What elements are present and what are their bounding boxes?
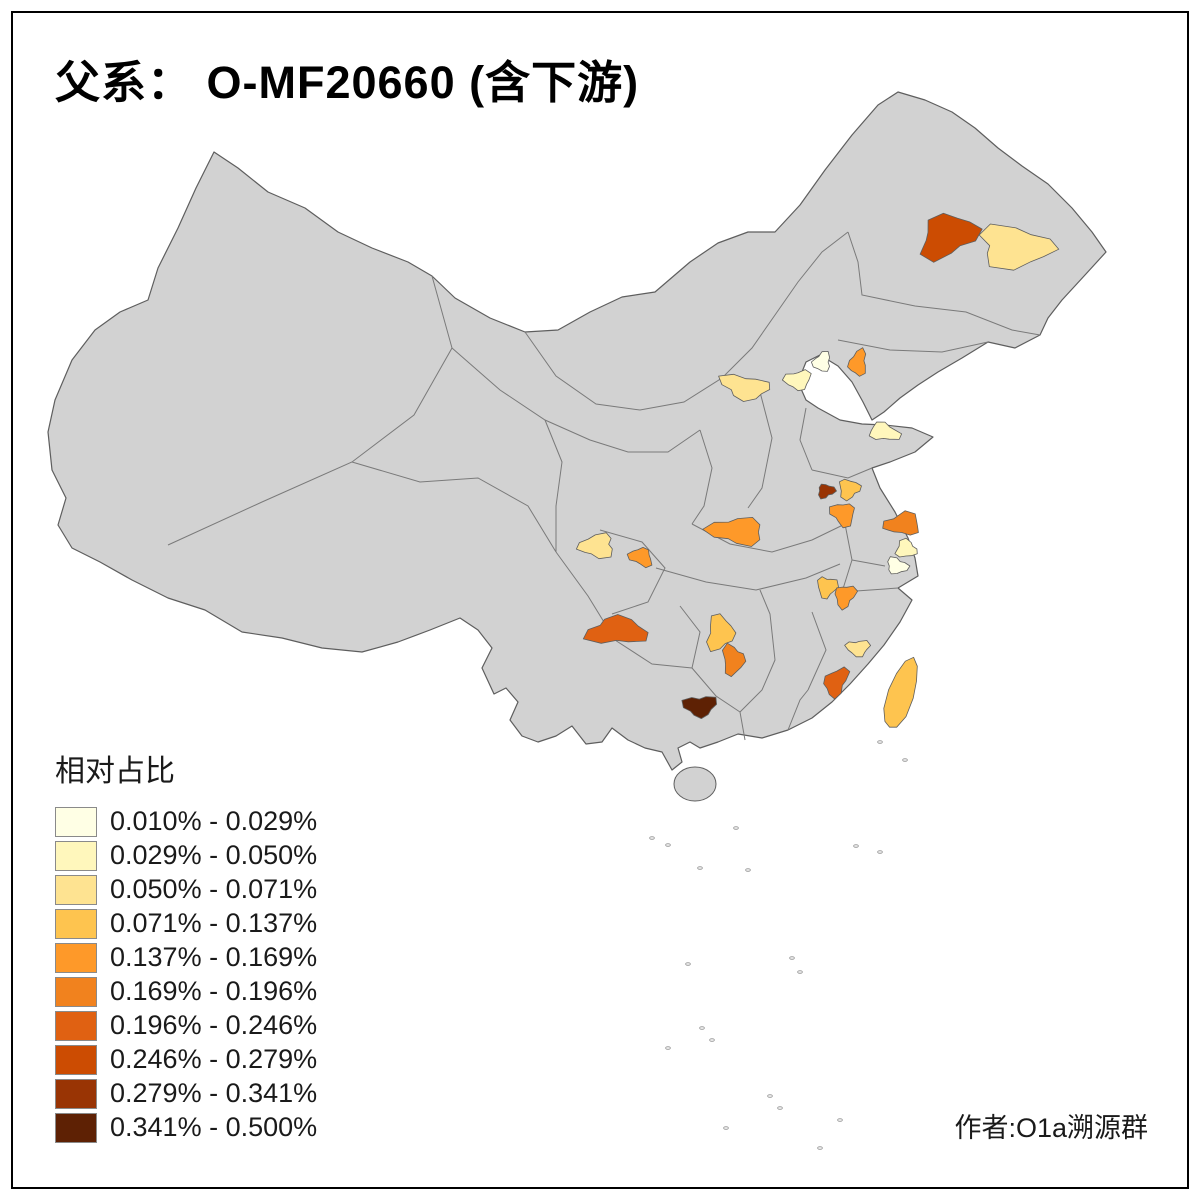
region-hebei-north bbox=[718, 373, 771, 402]
islet-speck bbox=[797, 970, 803, 974]
legend-title: 相对占比 bbox=[55, 755, 175, 788]
south-china-sea-islets bbox=[649, 740, 908, 1150]
china-mainland bbox=[47, 91, 1107, 771]
islet-speck bbox=[745, 868, 751, 872]
legend-row: 0.279% - 0.341% bbox=[55, 1078, 317, 1109]
islet-speck bbox=[767, 1094, 773, 1098]
islet-speck bbox=[665, 1046, 671, 1050]
region-hunan-central bbox=[722, 642, 747, 677]
region-henan-north-dark bbox=[818, 483, 837, 500]
islet-speck bbox=[699, 1026, 705, 1030]
legend-row: 0.071% - 0.137% bbox=[55, 908, 317, 939]
islet-speck bbox=[733, 826, 739, 830]
region-guangxi-east bbox=[681, 696, 717, 719]
region-sichuan-east bbox=[626, 547, 653, 569]
islet-speck bbox=[777, 1106, 783, 1110]
legend-swatch bbox=[55, 1044, 97, 1075]
islet-speck bbox=[697, 866, 703, 870]
legend-swatch bbox=[55, 840, 97, 871]
legend-row: 0.246% - 0.279% bbox=[55, 1044, 317, 1075]
legend-swatch bbox=[55, 976, 97, 1007]
region-beijing-north bbox=[811, 351, 830, 372]
islet-speck bbox=[877, 740, 883, 744]
legend-label: 0.341% - 0.500% bbox=[110, 1112, 318, 1142]
legend-label: 0.010% - 0.029% bbox=[110, 806, 318, 836]
region-fujian-coast bbox=[823, 666, 851, 700]
legend-label: 0.050% - 0.071% bbox=[110, 874, 318, 904]
region-henan-east bbox=[829, 503, 855, 529]
legend-row: 0.137% - 0.169% bbox=[55, 942, 317, 973]
region-beijing-area bbox=[782, 369, 812, 392]
highlighted-prefectures bbox=[576, 212, 1060, 728]
legend-label: 0.279% - 0.341% bbox=[110, 1078, 318, 1108]
legend-swatch bbox=[55, 908, 97, 939]
region-henan-central bbox=[702, 517, 761, 547]
region-anhui-east bbox=[834, 585, 858, 611]
region-sichuan-west bbox=[576, 532, 613, 560]
legend-label: 0.029% - 0.050% bbox=[110, 840, 318, 870]
region-shandong-east bbox=[868, 421, 902, 440]
islet-speck bbox=[789, 956, 795, 960]
legend-label: 0.071% - 0.137% bbox=[110, 908, 318, 938]
legend-rows: 0.010% - 0.029% 0.029% - 0.050% 0.050% - 0… bbox=[55, 806, 317, 1143]
region-taiwan bbox=[883, 656, 918, 728]
islet-speck bbox=[709, 1038, 715, 1042]
legend-label: 0.196% - 0.246% bbox=[110, 1010, 318, 1040]
islet-speck bbox=[723, 1126, 729, 1130]
legend-swatch bbox=[55, 1112, 97, 1143]
legend-swatch bbox=[55, 1078, 97, 1109]
author-credit: 作者:O1a溯源群 bbox=[954, 1113, 1148, 1143]
legend-label: 0.169% - 0.196% bbox=[110, 976, 318, 1006]
region-henan-north-gold bbox=[839, 478, 862, 502]
legend-row: 0.029% - 0.050% bbox=[55, 840, 317, 871]
legend-label: 0.246% - 0.279% bbox=[110, 1044, 318, 1074]
legend-row: 0.050% - 0.071% bbox=[55, 874, 317, 905]
legend-row: 0.196% - 0.246% bbox=[55, 1010, 317, 1041]
legend-row: 0.169% - 0.196% bbox=[55, 976, 317, 1007]
islet-speck bbox=[817, 1146, 823, 1150]
map-title: 父系： O-MF20660 (含下游) bbox=[55, 57, 640, 108]
hainan-island bbox=[673, 766, 717, 802]
islet-speck bbox=[685, 962, 691, 966]
region-heilongjiang-west bbox=[919, 212, 983, 263]
islet-speck bbox=[837, 1118, 843, 1122]
region-guizhou-north bbox=[582, 614, 649, 644]
legend-swatch bbox=[55, 806, 97, 837]
islet-speck bbox=[877, 850, 883, 854]
region-anhui-south bbox=[817, 576, 839, 600]
region-jiangsu-south bbox=[887, 556, 911, 575]
legend-swatch bbox=[55, 1010, 97, 1041]
legend-label: 0.137% - 0.169% bbox=[110, 942, 318, 972]
legend-row: 0.341% - 0.500% bbox=[55, 1112, 317, 1143]
islet-speck bbox=[853, 844, 859, 848]
islet-speck bbox=[649, 836, 655, 840]
region-liaoning-patch bbox=[847, 347, 867, 377]
islet-speck bbox=[665, 843, 671, 847]
legend-swatch bbox=[55, 942, 97, 973]
legend-row: 0.010% - 0.029% bbox=[55, 806, 317, 837]
region-heilongjiang-central bbox=[978, 223, 1060, 271]
legend: 相对占比 0.010% - 0.029% 0.029% - 0.050% 0.050… bbox=[55, 746, 317, 1146]
region-hunan-north bbox=[706, 613, 737, 652]
region-jiangsu-middle bbox=[894, 537, 918, 558]
legend-swatch bbox=[55, 874, 97, 905]
region-jiangsu-north bbox=[882, 510, 919, 536]
region-zhejiang-south bbox=[844, 640, 871, 658]
islet-speck bbox=[902, 758, 908, 762]
